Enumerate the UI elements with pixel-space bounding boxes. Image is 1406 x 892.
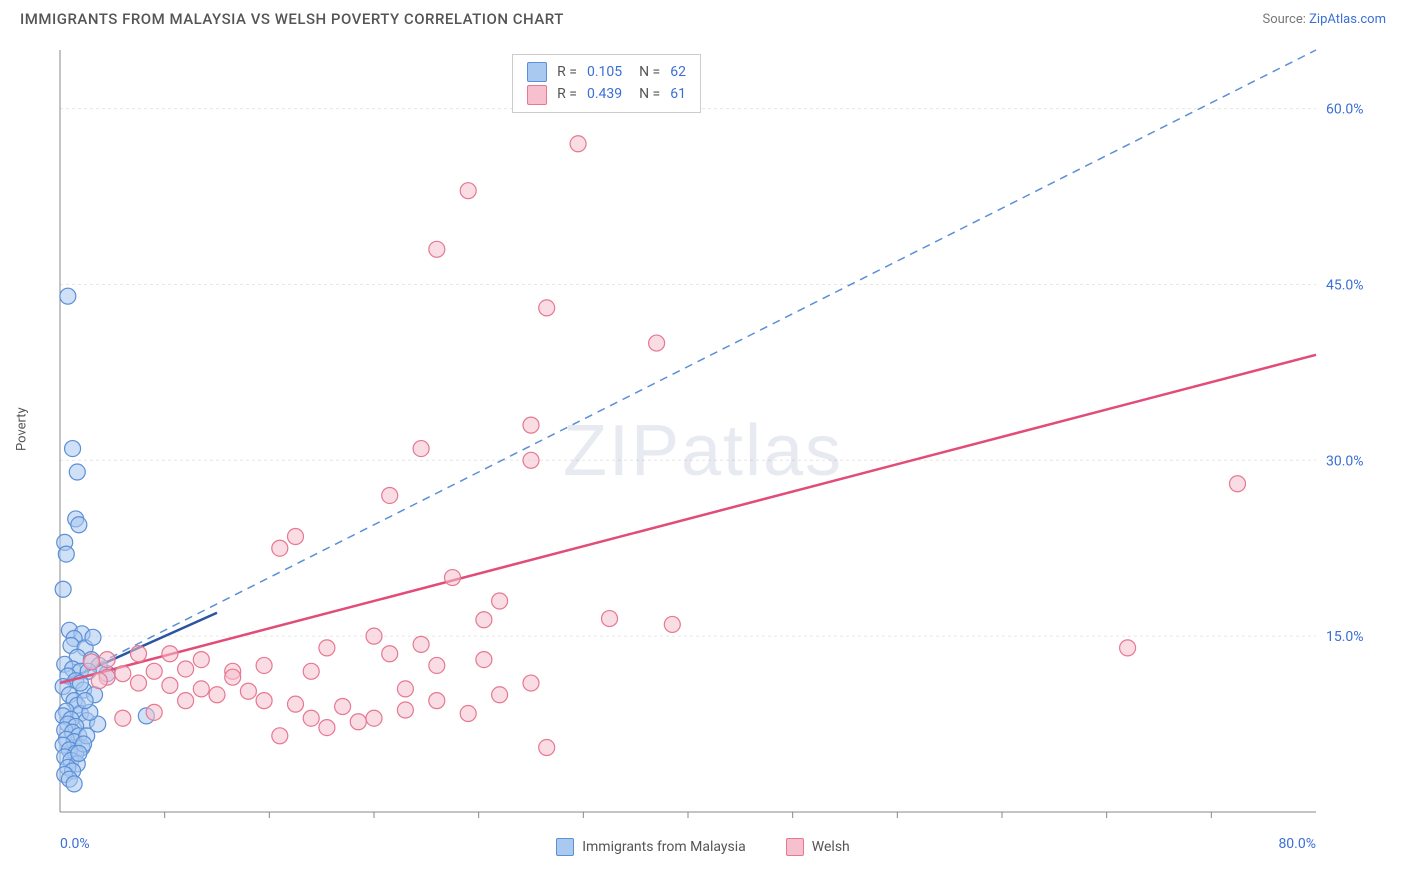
legend-item: Immigrants from Malaysia [556,838,746,856]
stats-swatch [527,85,547,105]
source-label: Source: [1262,12,1309,27]
legend-label: Welsh [812,839,850,855]
legend-stats-box: R = 0.105 N = 62R = 0.439 N = 61 [512,54,701,113]
stats-n-label: N = [632,83,660,105]
stats-n-value: 62 [670,61,686,83]
stats-r-value: 0.105 [587,61,622,83]
stats-row: R = 0.439 N = 61 [527,83,686,105]
legend-swatch [556,838,574,856]
stats-r-label: R = [557,61,577,83]
chart-title: IMMIGRANTS FROM MALAYSIA VS WELSH POVERT… [20,10,564,28]
scatter-chart: 15.0%30.0%45.0%60.0%0.0%80.0% [20,40,1386,862]
stats-n-label: N = [632,61,660,83]
stats-r-value: 0.439 [587,83,622,105]
legend-bottom: Immigrants from Malaysia Welsh [20,838,1386,856]
svg-text:30.0%: 30.0% [1326,453,1364,469]
chart-area: Poverty ZIPatlas 15.0%30.0%45.0%60.0%0.0… [20,40,1386,862]
legend-label: Immigrants from Malaysia [582,839,746,855]
stats-r-label: R = [557,83,577,105]
svg-text:60.0%: 60.0% [1326,102,1364,118]
legend-item: Welsh [786,838,850,856]
chart-source: Source: ZipAtlas.com [1262,12,1386,27]
y-axis-label: Poverty [15,407,30,451]
stats-row: R = 0.105 N = 62 [527,61,686,83]
svg-text:45.0%: 45.0% [1326,277,1364,293]
legend-swatch [786,838,804,856]
source-link[interactable]: ZipAtlas.com [1309,12,1386,27]
svg-text:15.0%: 15.0% [1326,629,1364,645]
stats-n-value: 61 [670,83,686,105]
stats-swatch [527,62,547,82]
